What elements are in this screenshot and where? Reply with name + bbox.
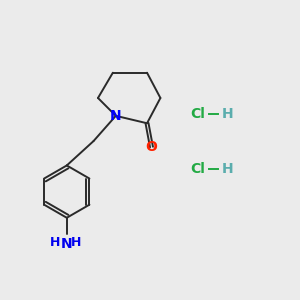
Text: H: H — [221, 107, 233, 121]
Text: N: N — [110, 109, 122, 123]
Text: N: N — [61, 237, 73, 251]
Text: Cl: Cl — [190, 162, 205, 176]
Text: H: H — [71, 236, 82, 249]
Text: O: O — [146, 140, 158, 154]
Text: H: H — [221, 162, 233, 176]
Text: Cl: Cl — [190, 107, 205, 121]
Text: H: H — [50, 236, 61, 249]
